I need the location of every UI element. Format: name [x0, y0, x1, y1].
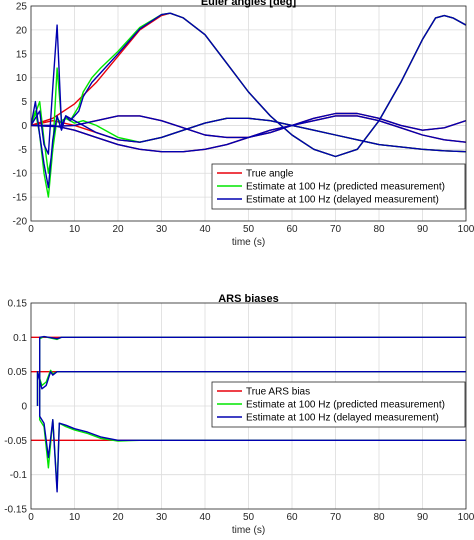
- top-y-tick-label: 25: [16, 2, 28, 13]
- bottom-y-tick-label: -0.15: [4, 505, 27, 516]
- bottom-x-tick-label: 70: [330, 512, 342, 523]
- bottom-legend-box: [211, 381, 466, 428]
- bottom-legend: True ARS bias Estimate at 100 Hz (predict…: [211, 381, 466, 428]
- bottom-x-tick-label: 30: [156, 512, 168, 523]
- top-x-tick-label: 60: [286, 224, 298, 235]
- bottom-y-tick-label: 0: [21, 402, 27, 413]
- top-series-2-line-0: [31, 12, 466, 189]
- top-x-tick-label: 10: [69, 224, 81, 235]
- top-legend-box: [211, 163, 466, 210]
- top-y-tick-label: 20: [16, 25, 28, 36]
- top-y-tick-label: -5: [18, 145, 27, 156]
- bottom-x-tick-label: 40: [199, 512, 211, 523]
- bottom-series-2-line-1: [36, 371, 466, 406]
- top-x-tick-label: 50: [243, 224, 255, 235]
- top-chart-title: Euler angles [deg]: [201, 0, 297, 8]
- top-y-tick-label: 15: [16, 49, 28, 60]
- bottom-x-tick-label: 100: [458, 512, 474, 523]
- bottom-y-tick-label: 0.15: [8, 299, 28, 310]
- top-y-tick-label: -20: [13, 217, 28, 228]
- bottom-x-tick-label: 90: [417, 512, 429, 523]
- top-x-tick-label: 100: [458, 224, 474, 235]
- bottom-x-tick-label: 50: [243, 512, 255, 523]
- bottom-x-tick-label: 60: [286, 512, 298, 523]
- bottom-y-tick-label: 0.05: [8, 367, 28, 378]
- bottom-series-2-line-2: [39, 406, 466, 493]
- bottom-legend-label-0: True ARS bias: [246, 387, 310, 398]
- top-legend: True angle Estimate at 100 Hz (predicted …: [211, 163, 466, 210]
- top-x-tick-label: 90: [417, 224, 429, 235]
- bottom-series-group: [31, 335, 466, 493]
- top-x-tick-label: 80: [373, 224, 385, 235]
- top-y-tick-label: 10: [16, 73, 28, 84]
- bottom-x-tick-label: 0: [28, 512, 34, 523]
- top-x-tick-label: 20: [112, 224, 124, 235]
- top-y-tick-label: -10: [13, 169, 28, 180]
- bottom-y-tick-label: 0.1: [13, 333, 27, 344]
- top-y-tick-label: -15: [13, 193, 28, 204]
- top-y-tick-label: 0: [21, 121, 27, 132]
- top-legend-label-2: Estimate at 100 Hz (delayed measurement): [246, 195, 439, 206]
- top-axes-box: [30, 5, 467, 222]
- bottom-chart: 0 10 20 30 40 50 60 70 80 90 100 -0.15 -0.1 -0.05 0 0.0…: [4, 293, 474, 536]
- bottom-legend-label-2: Estimate at 100 Hz (delayed measurement): [246, 413, 439, 424]
- top-y-tick-label: 5: [21, 97, 27, 108]
- top-legend-label-1: Estimate at 100 Hz (predicted measuremen…: [246, 182, 445, 193]
- top-x-tick-label: 30: [156, 224, 168, 235]
- top-x-axis-label: time (s): [232, 237, 265, 248]
- top-x-tick-label: 40: [199, 224, 211, 235]
- bottom-legend-label-1: Estimate at 100 Hz (predicted measuremen…: [246, 400, 445, 411]
- top-x-tick-label: 70: [330, 224, 342, 235]
- bottom-y-tick-label: -0.05: [4, 436, 27, 447]
- top-legend-label-0: True angle: [246, 169, 294, 180]
- top-series-2-line-1: [31, 24, 466, 155]
- bottom-chart-title: ARS biases: [218, 293, 279, 305]
- bottom-x-tick-label: 80: [373, 512, 385, 523]
- bottom-axes-box: [30, 302, 467, 510]
- bottom-y-tick-label: -0.1: [10, 470, 28, 481]
- bottom-x-tick-label: 10: [69, 512, 81, 523]
- top-x-tick-label: 0: [28, 224, 34, 235]
- bottom-x-axis-label: time (s): [232, 525, 265, 536]
- bottom-x-tick-label: 20: [112, 512, 124, 523]
- top-series-2-line-3: [31, 112, 466, 153]
- top-chart: 0 10 20 30 40 50 60 70 80 90 100 -20 -15 -10 -5 0 5 10 15 2…: [13, 0, 474, 248]
- bottom-series-2-line-0: [39, 335, 466, 406]
- top-series-group: [31, 12, 466, 198]
